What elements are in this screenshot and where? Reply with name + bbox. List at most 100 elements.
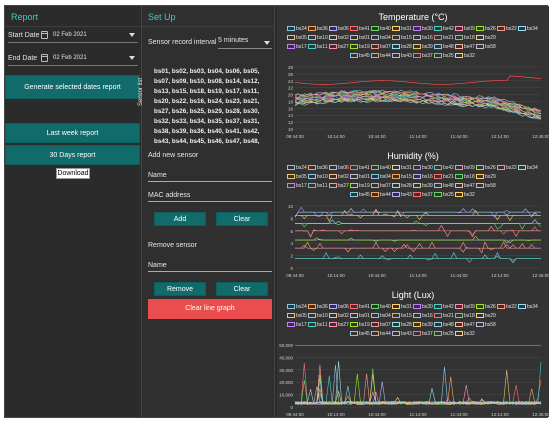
legend-item[interactable]: bs34 <box>518 26 538 32</box>
legend-item[interactable]: bs39 <box>413 183 433 189</box>
legend-item[interactable]: bs11 <box>308 322 327 328</box>
legend-item[interactable]: bs36 <box>308 165 328 171</box>
legend-item[interactable]: bs10 <box>308 174 328 180</box>
legend-item[interactable]: bs32 <box>455 53 475 59</box>
legend-item[interactable]: bs47 <box>455 44 475 50</box>
chevron-down-icon[interactable] <box>129 33 135 37</box>
legend-item[interactable]: bs02 <box>329 174 349 180</box>
download-button[interactable]: Download <box>56 168 90 179</box>
legend-item[interactable]: bs11 <box>308 44 327 50</box>
mac-address-field[interactable]: MAC address <box>148 188 272 202</box>
legend-item[interactable]: bs17 <box>287 183 307 189</box>
chevron-down-icon[interactable] <box>264 41 270 45</box>
legend-item[interactable]: bs39 <box>413 44 433 50</box>
legend-item[interactable]: bs30 <box>413 304 433 310</box>
legend-item[interactable]: bs41 <box>350 304 370 310</box>
legend-item[interactable]: bs22 <box>497 165 517 171</box>
legend-item[interactable]: bs28 <box>392 322 412 328</box>
legend-item[interactable]: bs44 <box>371 192 391 198</box>
legend-item[interactable]: bs41 <box>350 26 370 32</box>
legend-item[interactable]: bs44 <box>371 53 391 59</box>
legend-item[interactable]: bs16 <box>413 35 433 41</box>
legend-item[interactable]: bs48 <box>434 183 454 189</box>
legend-item[interactable]: bs31 <box>392 165 412 171</box>
legend-item[interactable]: bs37 <box>413 53 433 59</box>
legend-item[interactable]: bs25 <box>434 53 454 59</box>
thirty-days-report-button[interactable]: 30 Days report <box>5 145 140 165</box>
legend-item[interactable]: bs28 <box>392 44 412 50</box>
legend-item[interactable]: bs19 <box>350 322 370 328</box>
legend-item[interactable]: bs18 <box>455 174 475 180</box>
generate-report-button[interactable]: Generate selected dates report <box>5 75 140 99</box>
end-date-picker[interactable]: End Date 02 Feb 2021 <box>8 52 138 66</box>
clear-add-button[interactable]: Clear <box>216 212 268 226</box>
legend-item[interactable]: bs16 <box>413 313 433 319</box>
legend-item[interactable]: bs43 <box>392 192 412 198</box>
legend-item[interactable]: bs36 <box>308 26 328 32</box>
legend-item[interactable]: bs31 <box>392 26 412 32</box>
legend-item[interactable]: bs06 <box>329 165 349 171</box>
remove-name-field[interactable]: Name <box>148 258 272 272</box>
legend-item[interactable]: bs24 <box>287 165 307 171</box>
legend-item[interactable]: bs05 <box>287 35 307 41</box>
legend-item[interactable]: bs05 <box>287 313 307 319</box>
legend-item[interactable]: bs09 <box>455 304 475 310</box>
legend-item[interactable]: bs25 <box>434 331 454 337</box>
legend-item[interactable]: bs39 <box>413 322 433 328</box>
legend-item[interactable]: bs43 <box>392 53 412 59</box>
legend-item[interactable]: bs04 <box>371 313 391 319</box>
legend-item[interactable]: bs26 <box>476 165 496 171</box>
legend-item[interactable]: bs37 <box>413 331 433 337</box>
legend-item[interactable]: bs37 <box>413 192 433 198</box>
legend-item[interactable]: bs24 <box>287 26 307 32</box>
legend-item[interactable]: bs15 <box>392 174 412 180</box>
legend-item[interactable]: bs26 <box>476 304 496 310</box>
legend-item[interactable]: bs15 <box>392 313 412 319</box>
last-week-report-button[interactable]: Last week report <box>5 123 140 143</box>
legend-item[interactable]: bs48 <box>434 322 454 328</box>
legend-item[interactable]: bs28 <box>392 183 412 189</box>
legend-item[interactable]: bs21 <box>434 35 454 41</box>
legend-item[interactable]: bs18 <box>455 35 475 41</box>
legend-item[interactable]: bs01 <box>350 174 370 180</box>
legend-item[interactable]: bs31 <box>392 304 412 310</box>
legend-item[interactable]: bs19 <box>350 183 370 189</box>
legend-item[interactable]: bs30 <box>413 26 433 32</box>
legend-item[interactable]: bs04 <box>371 174 391 180</box>
legend-item[interactable]: bs42 <box>434 26 454 32</box>
legend-item[interactable]: bs41 <box>350 165 370 171</box>
legend-item[interactable]: bs19 <box>350 44 370 50</box>
legend-item[interactable]: bs24 <box>287 304 307 310</box>
legend-item[interactable]: bs02 <box>329 35 349 41</box>
start-date-picker[interactable]: Start Date 02 Feb 2021 <box>8 29 138 43</box>
legend-item[interactable]: bs27 <box>329 183 349 189</box>
legend-item[interactable]: bs01 <box>350 35 370 41</box>
legend-item[interactable]: bs45 <box>350 192 370 198</box>
legend-item[interactable]: bs36 <box>308 304 328 310</box>
legend-item[interactable]: bs43 <box>392 331 412 337</box>
legend-item[interactable]: bs18 <box>455 313 475 319</box>
legend-item[interactable]: bs06 <box>329 304 349 310</box>
legend-item[interactable]: bs34 <box>518 304 538 310</box>
interval-select[interactable]: 5 minutes <box>218 37 272 49</box>
legend-item[interactable]: bs09 <box>455 26 475 32</box>
legend-item[interactable]: bs15 <box>392 35 412 41</box>
legend-item[interactable]: bs40 <box>371 304 391 310</box>
legend-item[interactable]: bs27 <box>329 322 349 328</box>
legend-item[interactable]: bs58 <box>476 183 496 189</box>
legend-item[interactable]: bs11 <box>308 183 327 189</box>
legend-item[interactable]: bs07 <box>371 183 391 189</box>
legend-item[interactable]: bs02 <box>329 313 349 319</box>
legend-item[interactable]: bs27 <box>329 44 349 50</box>
legend-item[interactable]: bs25 <box>434 192 454 198</box>
legend-item[interactable]: bs30 <box>413 165 433 171</box>
legend-item[interactable]: bs48 <box>434 44 454 50</box>
legend-item[interactable]: bs32 <box>455 331 475 337</box>
legend-item[interactable]: bs58 <box>476 44 496 50</box>
legend-item[interactable]: bs40 <box>371 165 391 171</box>
legend-item[interactable]: bs21 <box>434 313 454 319</box>
legend-item[interactable]: bs10 <box>308 35 328 41</box>
legend-item[interactable]: bs09 <box>455 165 475 171</box>
legend-item[interactable]: bs05 <box>287 174 307 180</box>
legend-item[interactable]: bs22 <box>497 304 517 310</box>
